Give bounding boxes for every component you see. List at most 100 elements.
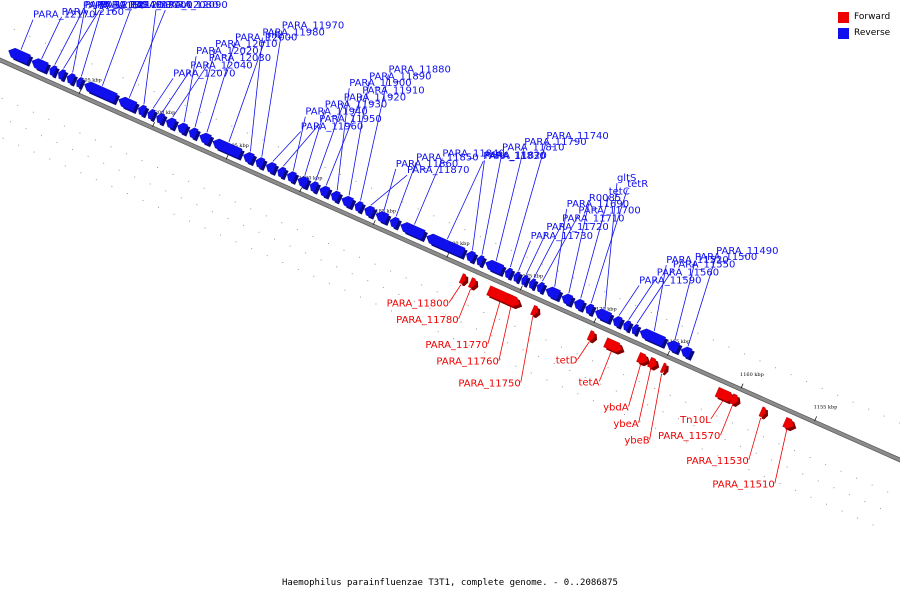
gene-label-tetr[interactable]: tetR bbox=[627, 179, 648, 190]
gene-arrow-reverse[interactable] bbox=[521, 274, 531, 288]
gene-label-para-11940[interactable]: PARA_11940 bbox=[305, 107, 367, 118]
gene-arrow-reverse[interactable] bbox=[680, 346, 695, 361]
gene-label-para-11520[interactable]: PARA_11520 bbox=[666, 255, 728, 266]
gene-arrow-reverse[interactable] bbox=[585, 303, 597, 318]
gene-label-para-12090[interactable]: PARA_12090 bbox=[165, 0, 227, 11]
gene-label-para-11510[interactable]: PARA_11510 bbox=[712, 479, 774, 490]
gene-arrow-reverse[interactable] bbox=[265, 162, 279, 176]
gene-arrow-reverse[interactable] bbox=[364, 205, 378, 220]
gene-arrow-reverse[interactable] bbox=[594, 308, 615, 325]
gene-arrow-reverse[interactable] bbox=[504, 267, 516, 281]
gene-label-para-11890[interactable]: PARA_11890 bbox=[369, 71, 431, 82]
gene-label-para-11590[interactable]: PARA_11590 bbox=[639, 275, 701, 286]
gene-label-para-12130[interactable]: PARA_12130 bbox=[85, 0, 147, 11]
gene-arrow-reverse[interactable] bbox=[400, 222, 428, 243]
gene-label-glts[interactable]: gltS bbox=[617, 173, 636, 184]
gene-label-para-12120[interactable]: PARA_12120 bbox=[101, 0, 163, 11]
gene-label-tetc[interactable]: tetC bbox=[609, 186, 630, 197]
gene-label-ybda[interactable]: ybdA bbox=[603, 402, 629, 413]
gene-label-para-12020[interactable]: PARA_12020 bbox=[196, 46, 258, 57]
gene-label-para-12030[interactable]: PARA_12030 bbox=[209, 53, 271, 64]
gene-arrow-reverse[interactable] bbox=[199, 132, 215, 148]
gene-arrow-reverse[interactable] bbox=[243, 152, 258, 167]
gene-arrow-reverse[interactable] bbox=[561, 293, 576, 308]
gene-label-teta[interactable]: tetA bbox=[578, 377, 599, 388]
gene-arrow-forward[interactable] bbox=[758, 406, 768, 420]
gene-arrow-reverse[interactable] bbox=[309, 181, 322, 195]
gene-arrow-reverse[interactable] bbox=[330, 190, 343, 205]
gene-arrow-reverse[interactable] bbox=[297, 176, 312, 191]
gene-arrow-reverse[interactable] bbox=[666, 340, 683, 356]
gene-arrow-reverse[interactable] bbox=[212, 138, 245, 161]
gene-arrow-reverse[interactable] bbox=[177, 122, 191, 137]
gene-label-para-11700[interactable]: PARA_11700 bbox=[578, 205, 640, 216]
gene-label-para-11760[interactable]: PARA_11760 bbox=[436, 357, 498, 368]
gene-label-pill[interactable]: pilL bbox=[265, 30, 283, 41]
gene-arrow-reverse[interactable] bbox=[8, 47, 34, 67]
gene-arrow-forward[interactable] bbox=[636, 352, 651, 367]
gene-arrow-reverse[interactable] bbox=[536, 281, 548, 296]
gene-label-para-12000[interactable]: PARA_12000 bbox=[235, 32, 297, 43]
gene-arrow-reverse[interactable] bbox=[485, 259, 507, 278]
gene-arrow-reverse[interactable] bbox=[66, 73, 78, 87]
gene-label-para-12150[interactable]: PARA_12150 bbox=[83, 1, 145, 12]
gene-arrow-reverse[interactable] bbox=[632, 323, 642, 337]
gene-label-para-12010[interactable]: PARA_12010 bbox=[215, 39, 277, 50]
gene-label-para-11570[interactable]: PARA_11570 bbox=[658, 431, 720, 442]
gene-arrow-reverse[interactable] bbox=[513, 271, 523, 285]
gene-label-para-11870[interactable]: PARA_11870 bbox=[407, 165, 469, 176]
gene-label-para-12040[interactable]: PARA_12040 bbox=[190, 60, 252, 71]
gene-arrow-reverse[interactable] bbox=[277, 166, 289, 181]
gene-arrow-reverse[interactable] bbox=[255, 157, 268, 171]
gene-label-para-11530[interactable]: PARA_11530 bbox=[686, 456, 748, 467]
gene-arrow-reverse[interactable] bbox=[138, 104, 150, 119]
gene-arrow-forward[interactable] bbox=[729, 393, 741, 407]
gene-arrow-reverse[interactable] bbox=[639, 328, 669, 349]
gene-label-para-11880[interactable]: PARA_11880 bbox=[388, 65, 450, 76]
gene-label-para-12080[interactable]: PARA_12080 bbox=[156, 0, 218, 11]
gene-label-para-11930[interactable]: PARA_11930 bbox=[325, 100, 387, 111]
gene-label-ybeb[interactable]: ybeB bbox=[624, 436, 649, 447]
gene-arrow-reverse[interactable] bbox=[545, 286, 564, 303]
gene-arrow-reverse[interactable] bbox=[573, 298, 587, 313]
gene-label-para-11840[interactable]: PARA_11840 bbox=[442, 148, 504, 159]
gene-label-para-11720[interactable]: PARA_11720 bbox=[546, 222, 608, 233]
gene-label-para-11780[interactable]: PARA_11780 bbox=[396, 315, 458, 326]
gene-label-para-11980[interactable]: PARA_11980 bbox=[262, 28, 324, 39]
gene-label-para-11790[interactable]: PARA_11790 bbox=[524, 137, 586, 148]
gene-arrow-reverse[interactable] bbox=[426, 233, 468, 260]
gene-label-r0085[interactable]: R0085 bbox=[589, 193, 621, 204]
gene-label-para-11950[interactable]: PARA_11950 bbox=[319, 114, 381, 125]
gene-arrow-reverse[interactable] bbox=[476, 255, 487, 269]
gene-label-para-11910[interactable]: PARA_11910 bbox=[362, 85, 424, 96]
gene-arrow-reverse[interactable] bbox=[188, 127, 201, 142]
gene-arrow-reverse[interactable] bbox=[76, 77, 86, 91]
gene-label-para-11740[interactable]: PARA_11740 bbox=[546, 131, 608, 142]
gene-arrow-reverse[interactable] bbox=[147, 108, 158, 123]
gene-label-para-11730[interactable]: PARA_11730 bbox=[531, 231, 593, 242]
gene-label-para-11770[interactable]: PARA_11770 bbox=[425, 340, 487, 351]
gene-label-para-11560[interactable]: PARA_11560 bbox=[657, 268, 719, 279]
gene-arrow-reverse[interactable] bbox=[466, 250, 479, 265]
gene-arrow-reverse[interactable] bbox=[58, 69, 69, 83]
gene-label-para-11690[interactable]: PARA_11690 bbox=[567, 199, 629, 210]
gene-arrow-reverse[interactable] bbox=[319, 185, 333, 200]
gene-arrow-reverse[interactable] bbox=[375, 211, 392, 226]
gene-label-para-11710[interactable]: PARA_11710 bbox=[562, 214, 624, 225]
gene-arrow-reverse[interactable] bbox=[354, 201, 366, 215]
gene-arrow-reverse[interactable] bbox=[389, 216, 402, 231]
gene-label-para-11800[interactable]: PARA_11800 bbox=[387, 299, 449, 310]
gene-arrow-reverse[interactable] bbox=[529, 278, 539, 292]
gene-label-para-11960[interactable]: PARA_11960 bbox=[301, 122, 363, 133]
gene-arrow-forward[interactable] bbox=[603, 337, 625, 355]
gene-label-para-11900[interactable]: PARA_11900 bbox=[349, 78, 411, 89]
gene-label-para-11970[interactable]: PARA_11970 bbox=[282, 21, 344, 32]
gene-arrow-forward[interactable] bbox=[647, 356, 660, 371]
gene-arrow-reverse[interactable] bbox=[49, 65, 60, 79]
gene-arrow-reverse[interactable] bbox=[84, 81, 120, 106]
gene-label-para-11810[interactable]: PARA_11810 bbox=[502, 143, 564, 154]
gene-arrow-reverse[interactable] bbox=[612, 315, 625, 330]
gene-label-para-11830[interactable]: PARA_11830 bbox=[483, 151, 545, 162]
gene-label-ybea[interactable]: ybeA bbox=[613, 419, 638, 430]
gene-arrow-forward[interactable] bbox=[458, 273, 469, 287]
